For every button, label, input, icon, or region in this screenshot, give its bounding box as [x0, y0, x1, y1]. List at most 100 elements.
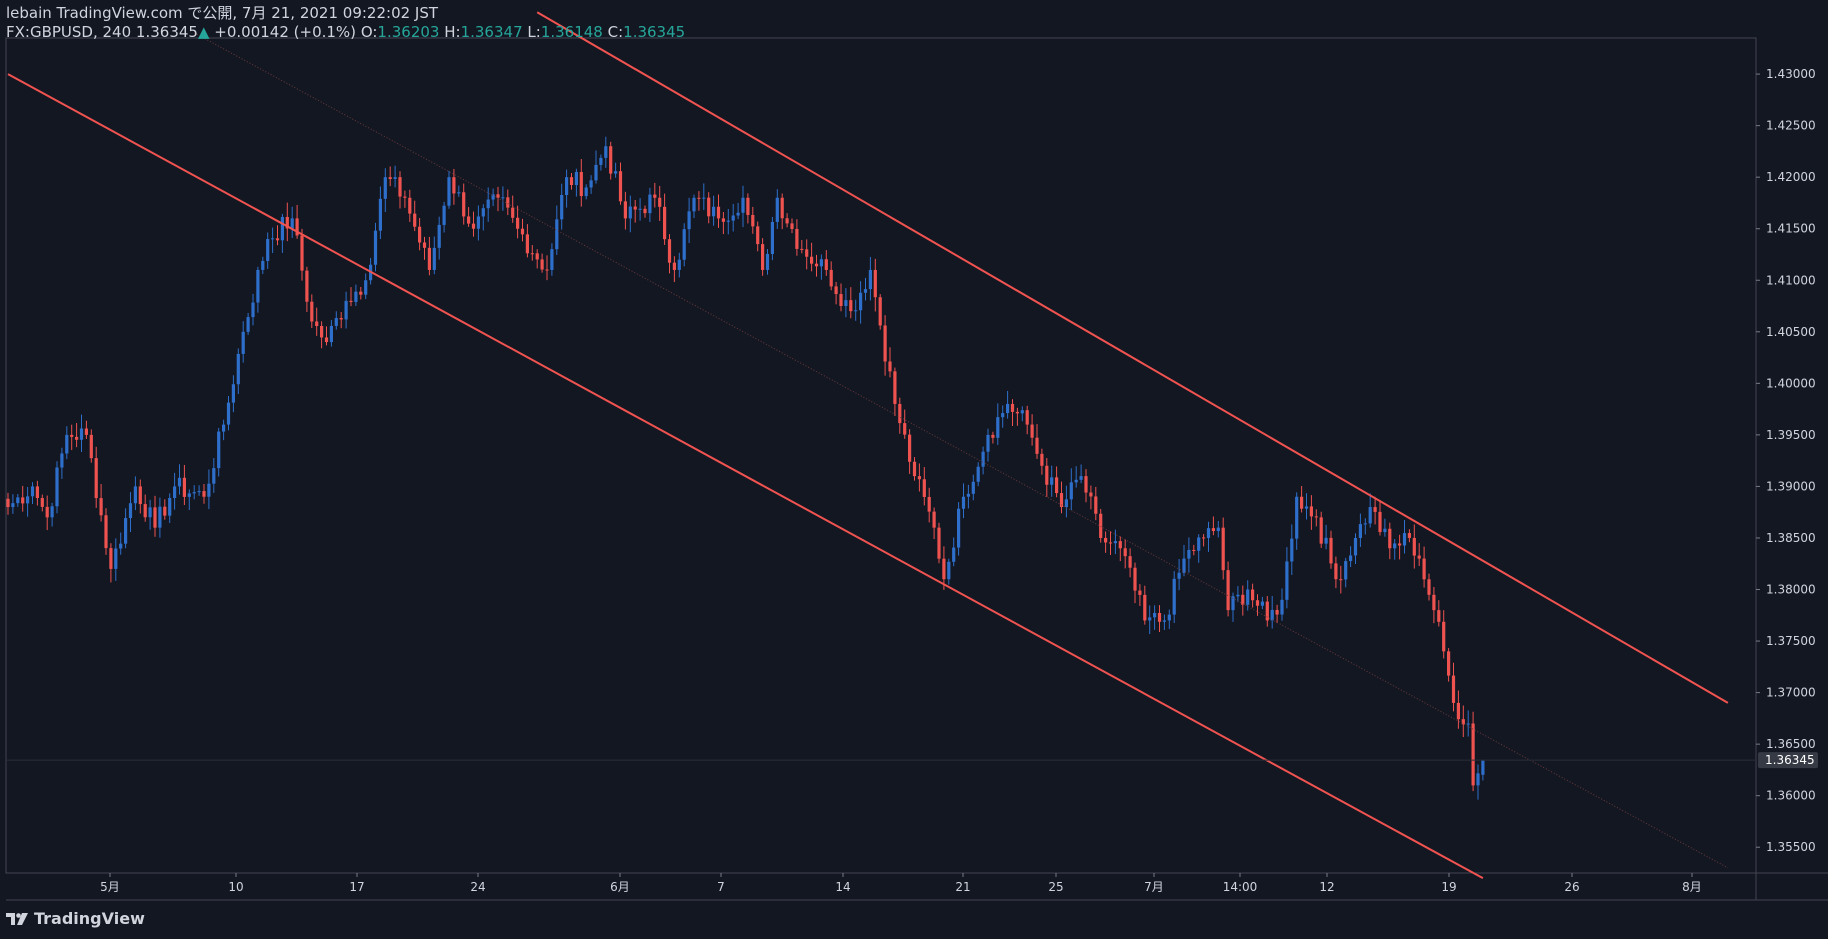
candle[interactable] [814, 254, 819, 277]
candle[interactable] [957, 502, 961, 556]
candle[interactable] [1309, 495, 1313, 530]
candle[interactable] [550, 243, 554, 276]
candle[interactable] [128, 492, 133, 533]
candle[interactable] [295, 204, 299, 239]
candle[interactable] [976, 462, 980, 487]
candle[interactable] [819, 254, 823, 280]
candle[interactable] [413, 200, 417, 232]
candle[interactable] [1089, 485, 1093, 510]
candle[interactable] [476, 205, 480, 241]
candle[interactable] [1456, 690, 1460, 729]
candle[interactable] [971, 474, 975, 501]
candle[interactable] [604, 136, 608, 168]
channel-lower-line[interactable] [7, 73, 1484, 880]
candle[interactable] [481, 204, 485, 231]
candle[interactable] [991, 431, 995, 444]
candle[interactable] [1412, 524, 1416, 569]
candle[interactable] [1104, 531, 1108, 553]
candle[interactable] [775, 189, 779, 229]
candle[interactable] [300, 228, 304, 281]
candle[interactable] [408, 189, 412, 222]
candle[interactable] [447, 170, 451, 209]
candle[interactable] [1143, 585, 1147, 625]
candle[interactable] [1055, 466, 1059, 498]
candle[interactable] [1010, 399, 1015, 427]
time-axis[interactable]: 5月 10 17 24 6月 7 14 21 25 7月 14:00 12 19 26 8月 [100, 873, 1702, 894]
candle[interactable] [378, 186, 382, 240]
candle[interactable] [1231, 592, 1235, 622]
candle[interactable] [746, 193, 750, 224]
candle[interactable] [1427, 573, 1431, 601]
candle[interactable] [437, 216, 441, 260]
candle[interactable] [315, 307, 319, 336]
candle[interactable] [1157, 605, 1162, 632]
candle[interactable] [1045, 458, 1049, 497]
candle[interactable] [30, 482, 35, 505]
channel-midline[interactable] [193, 32, 1729, 869]
candle[interactable] [491, 188, 495, 207]
candle[interactable] [393, 165, 397, 188]
candle[interactable] [868, 256, 872, 301]
candle[interactable] [1255, 594, 1260, 616]
candle[interactable] [290, 206, 294, 239]
candle[interactable] [1344, 557, 1348, 588]
candle[interactable] [697, 191, 701, 211]
candle[interactable] [1187, 537, 1191, 573]
candle[interactable] [1202, 534, 1206, 547]
candle[interactable] [1015, 407, 1019, 426]
candle[interactable] [599, 154, 603, 171]
candle[interactable] [212, 458, 216, 493]
candle[interactable] [202, 484, 206, 504]
candle[interactable] [241, 321, 245, 363]
candle[interactable] [805, 239, 809, 270]
candle[interactable] [344, 291, 348, 329]
symbol-label[interactable]: FX:GBPUSD, 240 [6, 23, 132, 41]
candle[interactable] [104, 508, 108, 555]
candle[interactable] [785, 213, 789, 228]
candle[interactable] [1300, 486, 1304, 513]
candle[interactable] [45, 495, 49, 531]
candle[interactable] [1177, 559, 1181, 591]
candle[interactable] [1236, 586, 1240, 603]
candle[interactable] [143, 494, 147, 522]
candle[interactable] [530, 245, 534, 261]
candle[interactable] [359, 286, 363, 300]
candle[interactable] [712, 195, 716, 226]
candle[interactable] [1329, 530, 1333, 569]
candle[interactable] [810, 242, 814, 272]
candle[interactable] [192, 485, 196, 500]
candle[interactable] [716, 194, 721, 228]
candle[interactable] [736, 202, 740, 220]
candle[interactable] [898, 397, 902, 434]
candle[interactable] [903, 409, 907, 439]
candle[interactable] [339, 312, 343, 329]
candle[interactable] [251, 293, 255, 326]
candle[interactable] [1324, 524, 1328, 550]
candle[interactable] [1216, 520, 1220, 538]
candle[interactable] [702, 183, 706, 210]
candle[interactable] [1373, 496, 1377, 525]
candle[interactable] [520, 218, 525, 242]
candle[interactable] [226, 396, 231, 431]
candle[interactable] [648, 187, 652, 222]
candle[interactable] [1398, 534, 1402, 560]
candle[interactable] [1402, 519, 1407, 554]
candle[interactable] [1442, 610, 1446, 659]
candle[interactable] [452, 168, 456, 205]
candle[interactable] [996, 403, 1000, 445]
candle[interactable] [70, 424, 74, 451]
candle[interactable] [1481, 759, 1485, 781]
candle[interactable] [893, 367, 897, 416]
candle[interactable] [1172, 571, 1176, 624]
candle[interactable] [1363, 518, 1367, 535]
candle[interactable] [1069, 468, 1073, 511]
candle[interactable] [555, 205, 559, 255]
candle[interactable] [1035, 424, 1039, 459]
candle[interactable] [633, 199, 637, 223]
candle[interactable] [1471, 711, 1475, 792]
candle[interactable] [1349, 546, 1353, 568]
candle[interactable] [790, 218, 794, 234]
candle[interactable] [496, 186, 500, 212]
candle[interactable] [795, 219, 799, 256]
